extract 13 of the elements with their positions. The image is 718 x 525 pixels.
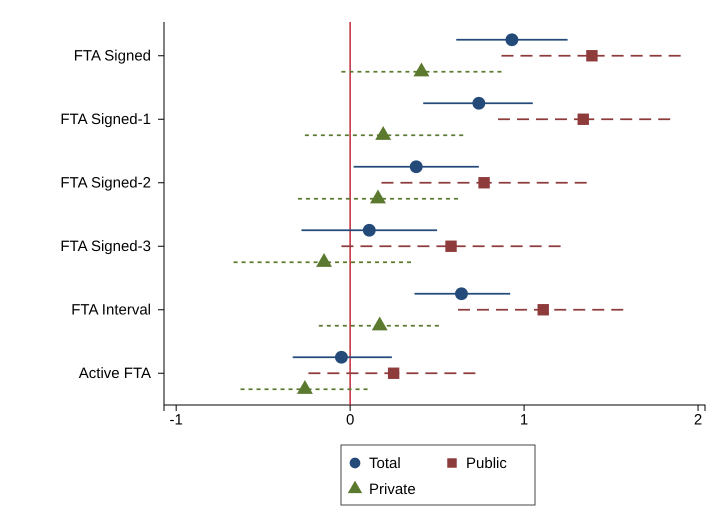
y-tick-label: FTA Signed-1 [60,111,151,128]
legend-label: Total [369,455,401,472]
x-tick-label: 2 [694,412,702,429]
y-tick-label: FTA Interval [71,302,151,319]
legend-label: Private [369,481,416,498]
y-tick-label: FTA Signed-3 [60,238,151,256]
x-tick-label: 0 [346,412,354,429]
legend-label: Public [466,455,508,472]
y-tick-label: FTA Signed-2 [60,174,151,192]
x-tick-label: -1 [170,412,183,429]
y-tick-label: FTA Signed [74,48,151,65]
x-tick-label: 1 [520,412,528,429]
y-tick-label: Active FTA [78,365,151,382]
